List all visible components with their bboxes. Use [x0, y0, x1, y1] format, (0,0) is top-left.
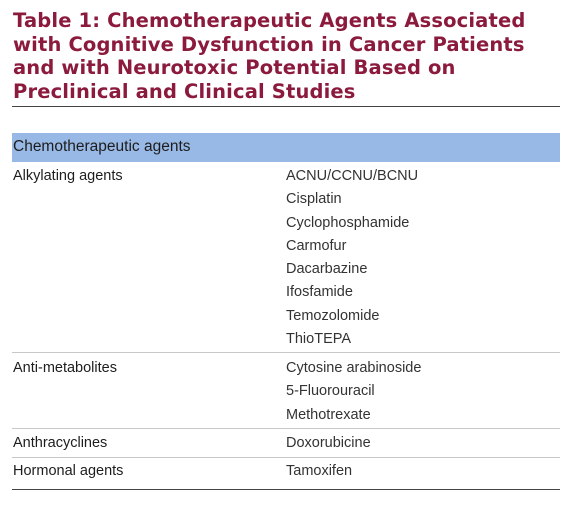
agent-item: 5-Fluorouracil	[286, 383, 375, 400]
agent-item: ACNU/CCNU/BCNU	[286, 168, 419, 184]
category-label: Alkylating agents	[13, 168, 123, 184]
table-header-label: Chemotherapeutic agents	[13, 138, 191, 155]
agent-item: Cyclophosphamide	[286, 214, 410, 231]
row-divider	[12, 457, 560, 458]
table-header-row: Chemotherapeutic agents	[12, 133, 560, 162]
agent-item: Carmofur	[286, 237, 347, 254]
row-divider	[12, 352, 560, 353]
row-divider	[12, 428, 560, 429]
agent-item: ThioTEPA	[286, 331, 352, 348]
agent-item: Temozolomide	[286, 307, 380, 324]
agent-item: Doxorubicine	[286, 435, 371, 451]
title-divider	[12, 106, 560, 107]
category-label: Hormonal agents	[13, 463, 124, 479]
agent-list: Tamoxifen	[286, 460, 352, 483]
agent-list: Doxorubicine	[286, 432, 371, 455]
agent-item: Methotrexate	[286, 406, 371, 423]
agent-item: Tamoxifen	[286, 463, 353, 479]
agent-list: ACNU/CCNU/BCNU Cisplatin Cyclophosphamid…	[286, 165, 418, 351]
agent-item: Dacarbazine	[286, 261, 368, 278]
agent-item: Cytosine arabinoside	[286, 360, 422, 376]
agent-item: Ifosfamide	[286, 284, 353, 301]
category-label: Anthracyclines	[13, 435, 108, 451]
agent-list: Cytosine arabinoside 5-Fluorouracil Meth…	[286, 357, 421, 427]
category-label: Anti-metabolites	[13, 360, 117, 376]
agent-item: Cisplatin	[286, 191, 342, 208]
table-bottom-rule	[12, 489, 560, 490]
table-title: Table 1: Chemotherapeutic Agents Associa…	[13, 9, 526, 103]
